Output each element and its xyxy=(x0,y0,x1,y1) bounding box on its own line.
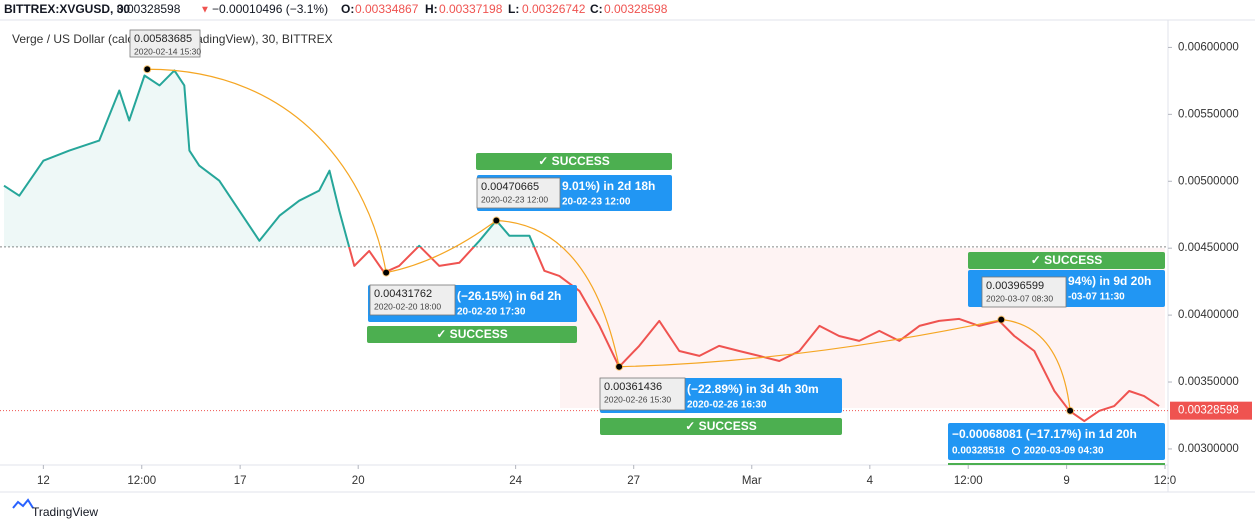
header-text: H: xyxy=(425,2,438,16)
tooltip-box xyxy=(129,29,201,58)
brand: TradingView xyxy=(32,505,98,519)
header-text: O: xyxy=(341,2,354,16)
status-box xyxy=(968,252,1165,269)
status-label: ✓ SUCCESS xyxy=(1031,253,1102,267)
last-price-box xyxy=(1170,401,1252,420)
status-box xyxy=(948,463,1165,465)
x-tick-label: Mar xyxy=(742,475,762,487)
header-text: −0.00010496 (−3.1%) xyxy=(212,2,328,16)
logo xyxy=(12,498,34,509)
tooltip-box xyxy=(981,276,1067,308)
measure-change: 94%) in 9d 20h xyxy=(1068,274,1151,288)
x-tick-label: 9 xyxy=(1063,475,1069,487)
header-text: 0.00337198 xyxy=(439,2,503,16)
y-tick-label: 0.00300000 xyxy=(1178,443,1239,455)
connector xyxy=(496,219,620,367)
header-text: C: xyxy=(590,2,603,16)
x-tick-label: 12:00 xyxy=(954,475,983,487)
x-tick-label: 24 xyxy=(509,475,522,487)
status-box xyxy=(600,418,842,435)
measure-change: −0.00068081 (−17.17%) in 1d 20h xyxy=(952,427,1137,441)
measure-box xyxy=(948,423,1165,460)
header-text: 0.00328598 xyxy=(604,2,668,16)
measure-change: (−26.15%) in 6d 2h xyxy=(457,289,561,303)
tooltip-date: 2020-02-26 15:30 xyxy=(604,394,671,404)
status-box xyxy=(367,326,577,343)
x-tick-label: 12:0 xyxy=(1154,475,1176,487)
x-tick-label: 27 xyxy=(627,475,640,487)
header-text: 0.00334867 xyxy=(355,2,419,16)
tooltip-value: 0.00396599 xyxy=(986,280,1044,292)
tooltip-box xyxy=(476,177,561,209)
y-tick-label: 0.00450000 xyxy=(1178,242,1239,254)
connector xyxy=(1001,319,1071,411)
last-price-label: 0.00328598 xyxy=(1178,405,1239,417)
point xyxy=(144,66,151,73)
y-tick-label: 0.00550000 xyxy=(1178,108,1239,120)
point xyxy=(998,316,1005,323)
price-line xyxy=(3,69,1160,423)
y-tick-label: 0.00400000 xyxy=(1178,309,1239,321)
area xyxy=(4,70,1160,422)
measure-change: 9.01%) in 2d 18h xyxy=(562,179,655,193)
header-text: BITTREX:XVGUSD, 30 xyxy=(4,2,130,16)
point xyxy=(1067,407,1074,414)
measure-end: 20-02-23 12:00 xyxy=(562,197,631,208)
tooltip-value: 0.00470665 xyxy=(481,181,539,193)
x-tick-label: 4 xyxy=(867,475,874,487)
point xyxy=(493,217,500,224)
y-tick-label: 0.00600000 xyxy=(1178,41,1239,53)
tooltip-date: 2020-02-20 18:00 xyxy=(374,301,441,311)
connector xyxy=(619,319,1002,368)
tooltip-date: 2020-02-14 15:30 xyxy=(134,46,201,56)
tooltip-box xyxy=(599,377,686,411)
header-text: L: xyxy=(508,2,519,16)
measure-end: 2020-02-26 16:30 xyxy=(687,400,767,411)
x-tick-label: 20 xyxy=(352,475,365,487)
clock-icon xyxy=(1011,446,1021,456)
measure-end: -03-07 11:30 xyxy=(1068,292,1125,303)
connector xyxy=(147,68,387,273)
header-text: ▼ xyxy=(200,5,210,16)
tooltip-value: 0.00361436 xyxy=(604,381,662,393)
point xyxy=(383,269,390,276)
y-tick-label: 0.00350000 xyxy=(1178,376,1239,388)
x-tick-label: 12 xyxy=(37,475,50,487)
tooltip-date: 2020-03-07 08:30 xyxy=(986,293,1053,303)
connector xyxy=(386,220,497,274)
x-tick-label: 12:00 xyxy=(127,475,156,487)
measure-end: 20-02-20 17:30 xyxy=(457,307,526,318)
point xyxy=(616,363,623,370)
tooltip-box xyxy=(369,284,456,316)
status-label: ✓ SUCCESS xyxy=(436,327,507,341)
tooltip-value: 0.00431762 xyxy=(374,288,432,300)
measure-date: 2020-03-09 04:30 xyxy=(1024,446,1104,457)
tooltip-value: 0.00583685 xyxy=(134,33,192,45)
status-label: ✓ SUCCESS xyxy=(538,154,609,168)
y-tick-label: 0.00500000 xyxy=(1178,175,1239,187)
header-bar xyxy=(0,0,1255,20)
status-box xyxy=(476,153,672,170)
x-tick-label: 17 xyxy=(234,475,247,487)
header-text: 0.00326742 xyxy=(522,2,586,16)
header-text: 0.00328598 xyxy=(117,2,181,16)
status-label: ✓ SUCCESS xyxy=(685,419,756,433)
measure-value: 0.00328518 xyxy=(952,446,1005,457)
measure-change: (−22.89%) in 3d 4h 30m xyxy=(687,382,819,396)
tooltip-date: 2020-02-23 12:00 xyxy=(481,194,548,204)
